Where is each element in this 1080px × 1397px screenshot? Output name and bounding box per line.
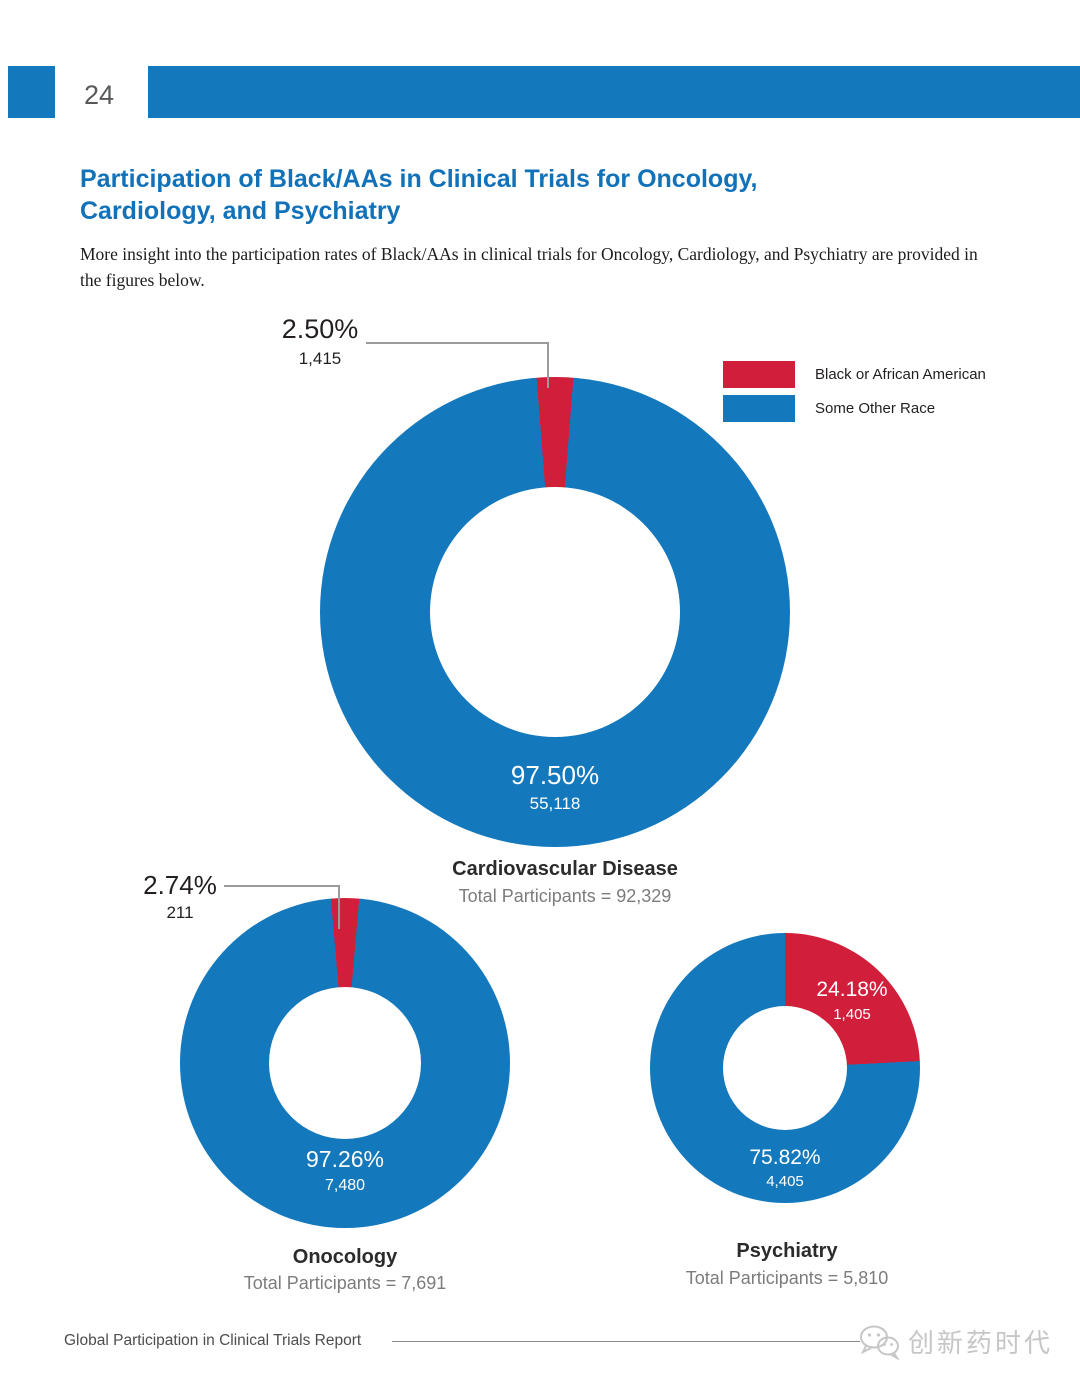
footer-report-title: Global Participation in Clinical Trials …: [64, 1332, 362, 1349]
page-number: 24: [84, 80, 115, 110]
section-title: Participation of Black/AAs in Clinical T…: [80, 163, 757, 227]
donut-hole-oncology: [269, 987, 421, 1139]
psychiatry-other-count-label: 4,405: [766, 1173, 804, 1190]
donut-hole-cardiovascular: [430, 487, 680, 737]
oncology-chart-subtitle: Total Participants = 7,691: [243, 1273, 447, 1293]
chart-legend: Black or African American Some Other Rac…: [723, 361, 986, 422]
cardio-chart-subtitle: Total Participants = 92,329: [458, 886, 672, 906]
cardio-black-pct-label: 2.50%: [281, 314, 359, 344]
donut-chart-cardiovascular: [320, 377, 790, 847]
oncology-black-pct-label: 2.74%: [143, 870, 217, 900]
oncology-chart-title: Onocology: [292, 1246, 398, 1268]
psychiatry-chart-subtitle: Total Participants = 5,810: [685, 1268, 889, 1288]
intro-text: More insight into the participation rate…: [80, 244, 978, 291]
donut-chart-oncology: [180, 898, 510, 1228]
brand-mark: 创新药时代: [858, 1323, 1053, 1360]
donut-chart-psychiatry: [650, 933, 920, 1203]
wechat-icon: [860, 1325, 900, 1360]
legend-label-other-race: Some Other Race: [815, 400, 936, 417]
cardio-black-count-label: 1,415: [298, 349, 342, 368]
psychiatry-other-pct-label: 75.82%: [749, 1146, 821, 1169]
oncology-callout-line-horizontal: [224, 885, 340, 887]
oncology-black-count-label: 211: [166, 903, 194, 922]
cardio-chart-title: Cardiovascular Disease: [452, 858, 678, 880]
cardio-callout-line-vertical: [547, 342, 549, 388]
legend-swatch-black-aa: [723, 361, 795, 388]
header-accent-bar: [148, 66, 1080, 118]
legend-label-black-aa: Black or African American: [815, 366, 986, 383]
oncology-other-pct-label: 97.26%: [305, 1146, 384, 1172]
legend-item-black-aa: Black or African American: [723, 361, 986, 388]
footer-rule: [392, 1341, 860, 1342]
donut-hole-psychiatry: [723, 1006, 847, 1130]
section-title-line1: Participation of Black/AAs in Clinical T…: [80, 165, 758, 193]
legend-item-other-race: Some Other Race: [723, 395, 986, 422]
psychiatry-black-pct-label: 24.18%: [816, 978, 888, 1001]
header-accent-square: [8, 66, 55, 118]
oncology-other-count-label: 7,480: [324, 1177, 366, 1194]
cardio-other-pct-label: 97.50%: [510, 760, 600, 790]
legend-swatch-other-race: [723, 395, 795, 422]
psychiatry-black-count-label: 1,405: [833, 1006, 871, 1023]
brand-name: 创新药时代: [908, 1328, 1054, 1358]
psychiatry-chart-title: Psychiatry: [736, 1240, 838, 1262]
cardio-callout-line-horizontal: [366, 342, 549, 344]
oncology-callout-line-vertical: [338, 885, 340, 929]
section-title-line2: Cardiology, and Psychiatry: [80, 197, 401, 225]
cardio-other-count-label: 55,118: [529, 794, 581, 813]
